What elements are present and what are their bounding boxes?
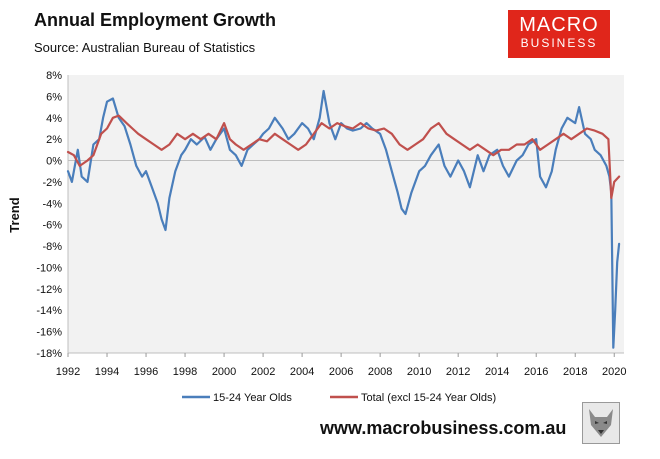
x-tick-label: 1998 — [173, 366, 197, 378]
x-tick-label: 1996 — [134, 366, 158, 378]
x-tick-label: 2006 — [329, 366, 353, 378]
x-tick-label: 2004 — [290, 366, 314, 378]
logo-line-2: BUSINESS — [520, 36, 598, 50]
y-tick-label: 6% — [46, 91, 62, 103]
legend-label: 15-24 Year Olds — [213, 392, 292, 404]
x-tick-label: 2018 — [563, 366, 587, 378]
chart-title: Annual Employment Growth — [34, 10, 277, 30]
y-tick-label: -16% — [36, 327, 62, 339]
chart-source: Source: Australian Bureau of Statistics — [34, 40, 256, 55]
y-tick-label: 8% — [46, 70, 62, 82]
x-tick-label: 2010 — [407, 366, 431, 378]
x-tick-label: 1994 — [95, 366, 119, 378]
series-line-total — [66, 114, 621, 200]
legend-label: Total (excl 15-24 Year Olds) — [361, 392, 496, 404]
x-tick-label: 2020 — [602, 366, 626, 378]
plot-area — [68, 75, 624, 353]
website-url: www.macrobusiness.com.au — [320, 418, 567, 438]
macrobusiness-logo: MACRO BUSINESS — [508, 10, 610, 58]
y-tick-label: -14% — [36, 305, 62, 317]
y-tick-label: 2% — [46, 134, 62, 146]
x-tick-label: 2002 — [251, 366, 275, 378]
y-tick-label: 0% — [46, 156, 62, 168]
y-tick-label: -6% — [42, 220, 62, 232]
y-tick-label: 4% — [46, 113, 62, 125]
x-tick-label: 1992 — [56, 366, 80, 378]
y-tick-label: -2% — [42, 177, 62, 189]
y-tick-label: -8% — [42, 241, 62, 253]
x-tick-label: 2016 — [524, 366, 548, 378]
x-tick-label: 2008 — [368, 366, 392, 378]
y-tick-label: -10% — [36, 262, 62, 274]
logo-line-1: MACRO — [519, 14, 599, 36]
y-axis-label: Trend — [7, 197, 22, 232]
x-tick-label: 2014 — [485, 366, 509, 378]
y-tick-label: -12% — [36, 284, 62, 296]
x-tick-label: 2012 — [446, 366, 470, 378]
wolf-head-icon — [582, 402, 620, 444]
y-tick-label: -18% — [36, 348, 62, 360]
x-tick-label: 2000 — [212, 366, 236, 378]
y-tick-label: -4% — [42, 198, 62, 210]
